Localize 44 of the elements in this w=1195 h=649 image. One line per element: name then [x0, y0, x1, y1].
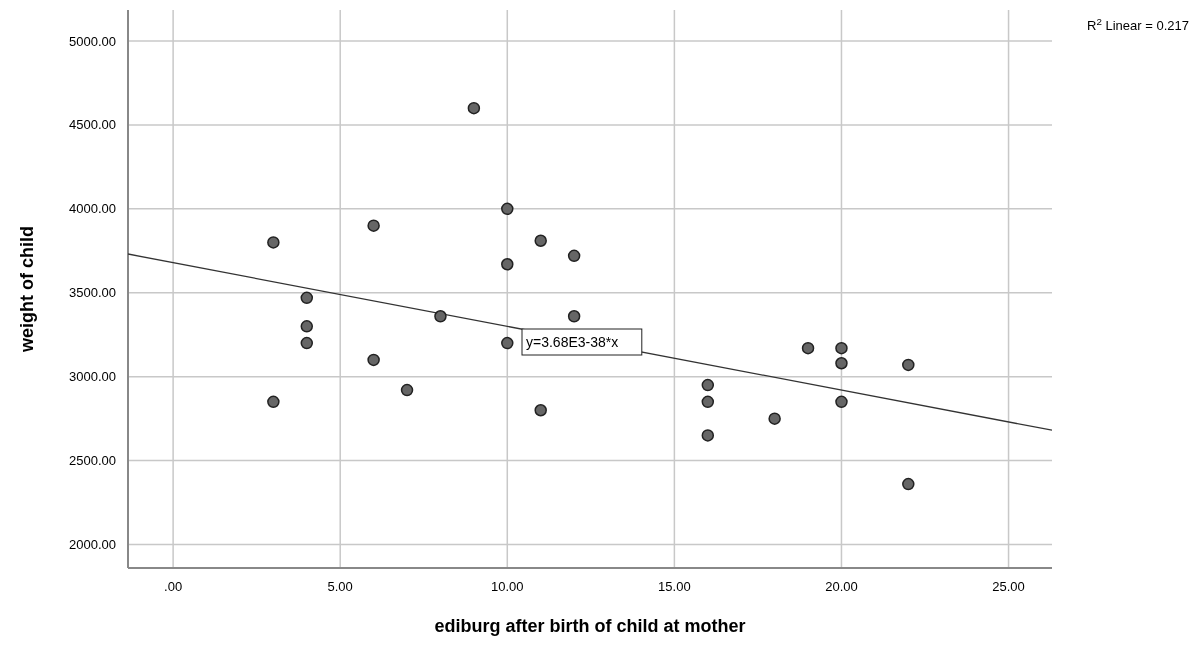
point: [267, 236, 280, 249]
x-tick-label: 5.00: [327, 579, 353, 594]
point: [835, 341, 848, 355]
point: [701, 378, 715, 392]
point: [902, 358, 915, 372]
y-tick-label: 2500.00: [69, 453, 116, 469]
point: [501, 202, 514, 216]
point: [300, 291, 314, 305]
point: [367, 353, 380, 367]
point: [567, 249, 581, 263]
x-tick-label: 15.00: [658, 579, 691, 594]
y-tick-label: 3000.00: [69, 369, 116, 385]
point: [501, 258, 514, 271]
point: [835, 395, 848, 409]
point: [701, 429, 715, 442]
point: [534, 234, 547, 247]
annotation: y=3.68E3-38*x: [526, 334, 619, 350]
point: [467, 101, 481, 115]
y-tick-label: 4000.00: [69, 201, 116, 217]
point: [534, 404, 547, 417]
x-axis-title: ediburg after birth of child at mother: [434, 616, 746, 636]
point: [567, 310, 581, 323]
point: [835, 357, 848, 370]
x-tick-label: 20.00: [825, 579, 858, 594]
point: [902, 477, 915, 491]
y-axis-title: weight of child: [17, 226, 37, 353]
x-tick-label: 25.00: [992, 579, 1025, 594]
y-tick-label: 3500.00: [69, 285, 116, 301]
y-tick-label: 4500.00: [69, 117, 116, 133]
point: [300, 320, 314, 333]
x-tick-label: 10.00: [491, 579, 524, 594]
point: [701, 395, 715, 409]
point: [367, 219, 380, 232]
point: [400, 383, 414, 397]
point: [300, 336, 314, 350]
point: [768, 412, 781, 425]
y-tick-label: 2000.00: [69, 537, 116, 553]
point: [501, 336, 514, 350]
point: [434, 310, 447, 323]
point: [267, 395, 280, 409]
y-tick-label: 5000.00: [69, 33, 116, 49]
x-tick-label: .00: [164, 579, 183, 594]
point: [801, 341, 815, 355]
text: R$^{2}$ Linear = 0.217: [1087, 15, 1189, 33]
